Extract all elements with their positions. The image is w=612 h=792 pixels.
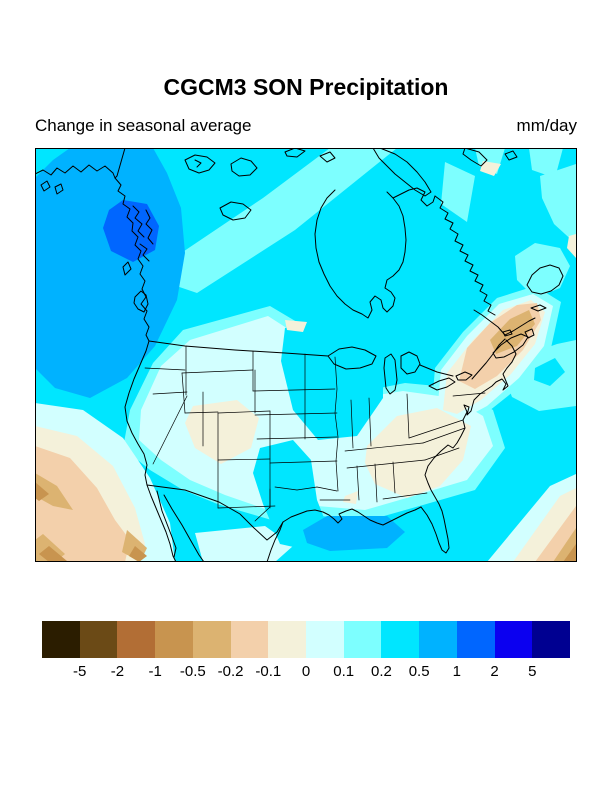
colorbar-tick-label: 1: [452, 663, 462, 680]
colorbar: [42, 621, 571, 658]
contour-band-neg1-neg0.5: [35, 482, 576, 562]
colorbar-tick-label: -0.1: [255, 663, 282, 680]
colorbar-tick-label: 0.5: [408, 663, 430, 680]
map-frame: [35, 148, 577, 562]
colorbar-segment: [306, 621, 344, 658]
colorbar-tick-label: 0: [301, 663, 311, 680]
colorbar-segment: [117, 621, 156, 658]
chart-subtitle: Change in seasonal average: [35, 116, 252, 135]
colorbar-segment: [343, 621, 382, 658]
units-label: mm/day: [516, 116, 577, 135]
colorbar-tick-label: -0.2: [217, 663, 244, 680]
colorbar-segment: [381, 621, 420, 658]
colorbar-segment: [42, 621, 80, 658]
contour-band-0.2-0.5-overlays: [253, 316, 565, 550]
contour-band-1-2: [103, 200, 159, 262]
colorbar-segment: [532, 621, 571, 658]
precipitation-map: [34, 147, 577, 563]
colorbar-tick-label: -1: [148, 663, 162, 680]
subtitle-row: Change in seasonal average mm/day: [35, 116, 577, 138]
chart-title: CGCM3 SON Precipitation: [163, 74, 449, 100]
colorbar-segment: [230, 621, 269, 658]
colorbar-segment: [268, 621, 307, 658]
colorbar-segment: [494, 621, 533, 658]
colorbar-tick-label: -5: [73, 663, 87, 680]
colorbar-tick-label: -2: [110, 663, 125, 680]
colorbar-segment: [456, 621, 495, 658]
colorbar-segment: [79, 621, 118, 658]
colorbar-tick-label: -0.5: [179, 663, 206, 680]
map-container: [34, 147, 577, 563]
colorbar-tick-label: 0.2: [370, 663, 392, 680]
colorbar-tick-label: 2: [490, 663, 499, 680]
colorbar-tick-label: 0.1: [333, 663, 355, 680]
coastlines: [34, 147, 564, 563]
colorbar-segment: [155, 621, 193, 658]
colorbar-segment: [192, 621, 231, 658]
colorbar-ticks: -5 -2 -1 -0.5 -0.2 -0.1 0 0.1 0.2 0.5 1 2 5: [42, 663, 570, 681]
colorbar-tick-label: 5: [528, 663, 537, 680]
colorbar-segment: [419, 621, 457, 658]
state-borders: [144, 345, 486, 522]
